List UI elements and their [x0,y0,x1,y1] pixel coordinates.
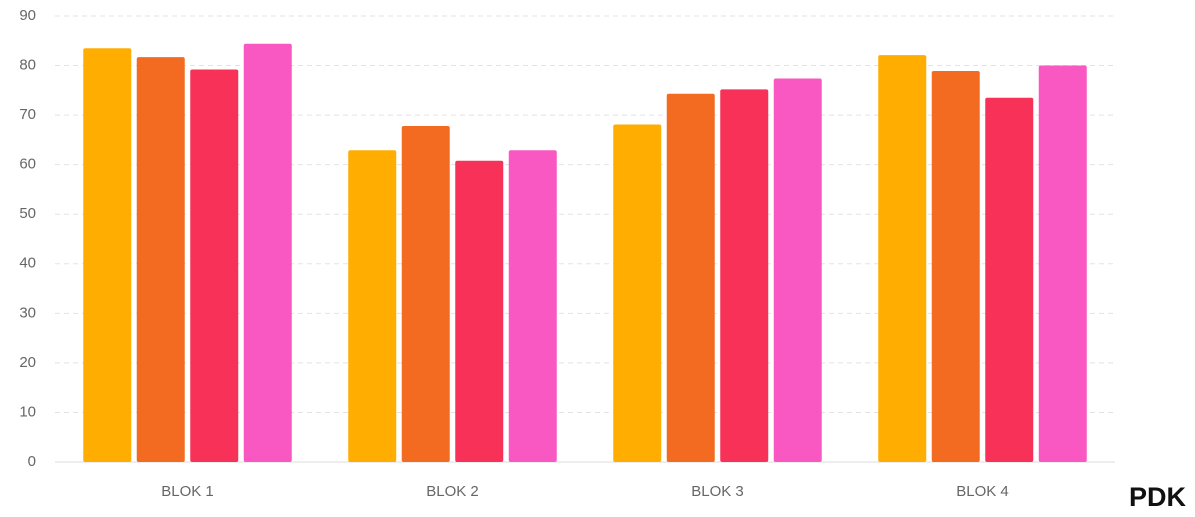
y-tick-label: 20 [19,354,36,371]
bar [401,126,450,462]
y-tick-label: 60 [19,156,36,173]
y-tick-label: 50 [19,205,36,222]
y-tick-label: 90 [19,7,36,24]
bar [243,43,292,463]
bar [878,55,927,462]
y-tick-label: 40 [19,255,36,272]
bar [348,150,397,462]
annotation: PDK [1129,482,1187,512]
x-tick-label: BLOK 2 [426,483,479,500]
bar [455,160,504,463]
bar [773,78,822,462]
bar [83,48,132,462]
bar [931,71,980,463]
y-tick-label: 70 [19,106,36,123]
bar [136,57,185,463]
bar [720,89,769,462]
bar [666,93,715,463]
bar [1038,65,1087,463]
x-tick-label: BLOK 4 [956,483,1009,500]
bar [613,124,662,462]
y-tick-label: 30 [19,304,36,321]
x-tick-label: BLOK 1 [161,483,214,500]
y-tick-label: 10 [19,403,36,420]
bar [508,150,557,462]
y-tick-label: 80 [19,57,36,74]
bar [190,69,239,463]
y-tick-label: 0 [28,453,36,470]
bar [985,97,1034,463]
x-tick-label: BLOK 3 [691,483,744,500]
